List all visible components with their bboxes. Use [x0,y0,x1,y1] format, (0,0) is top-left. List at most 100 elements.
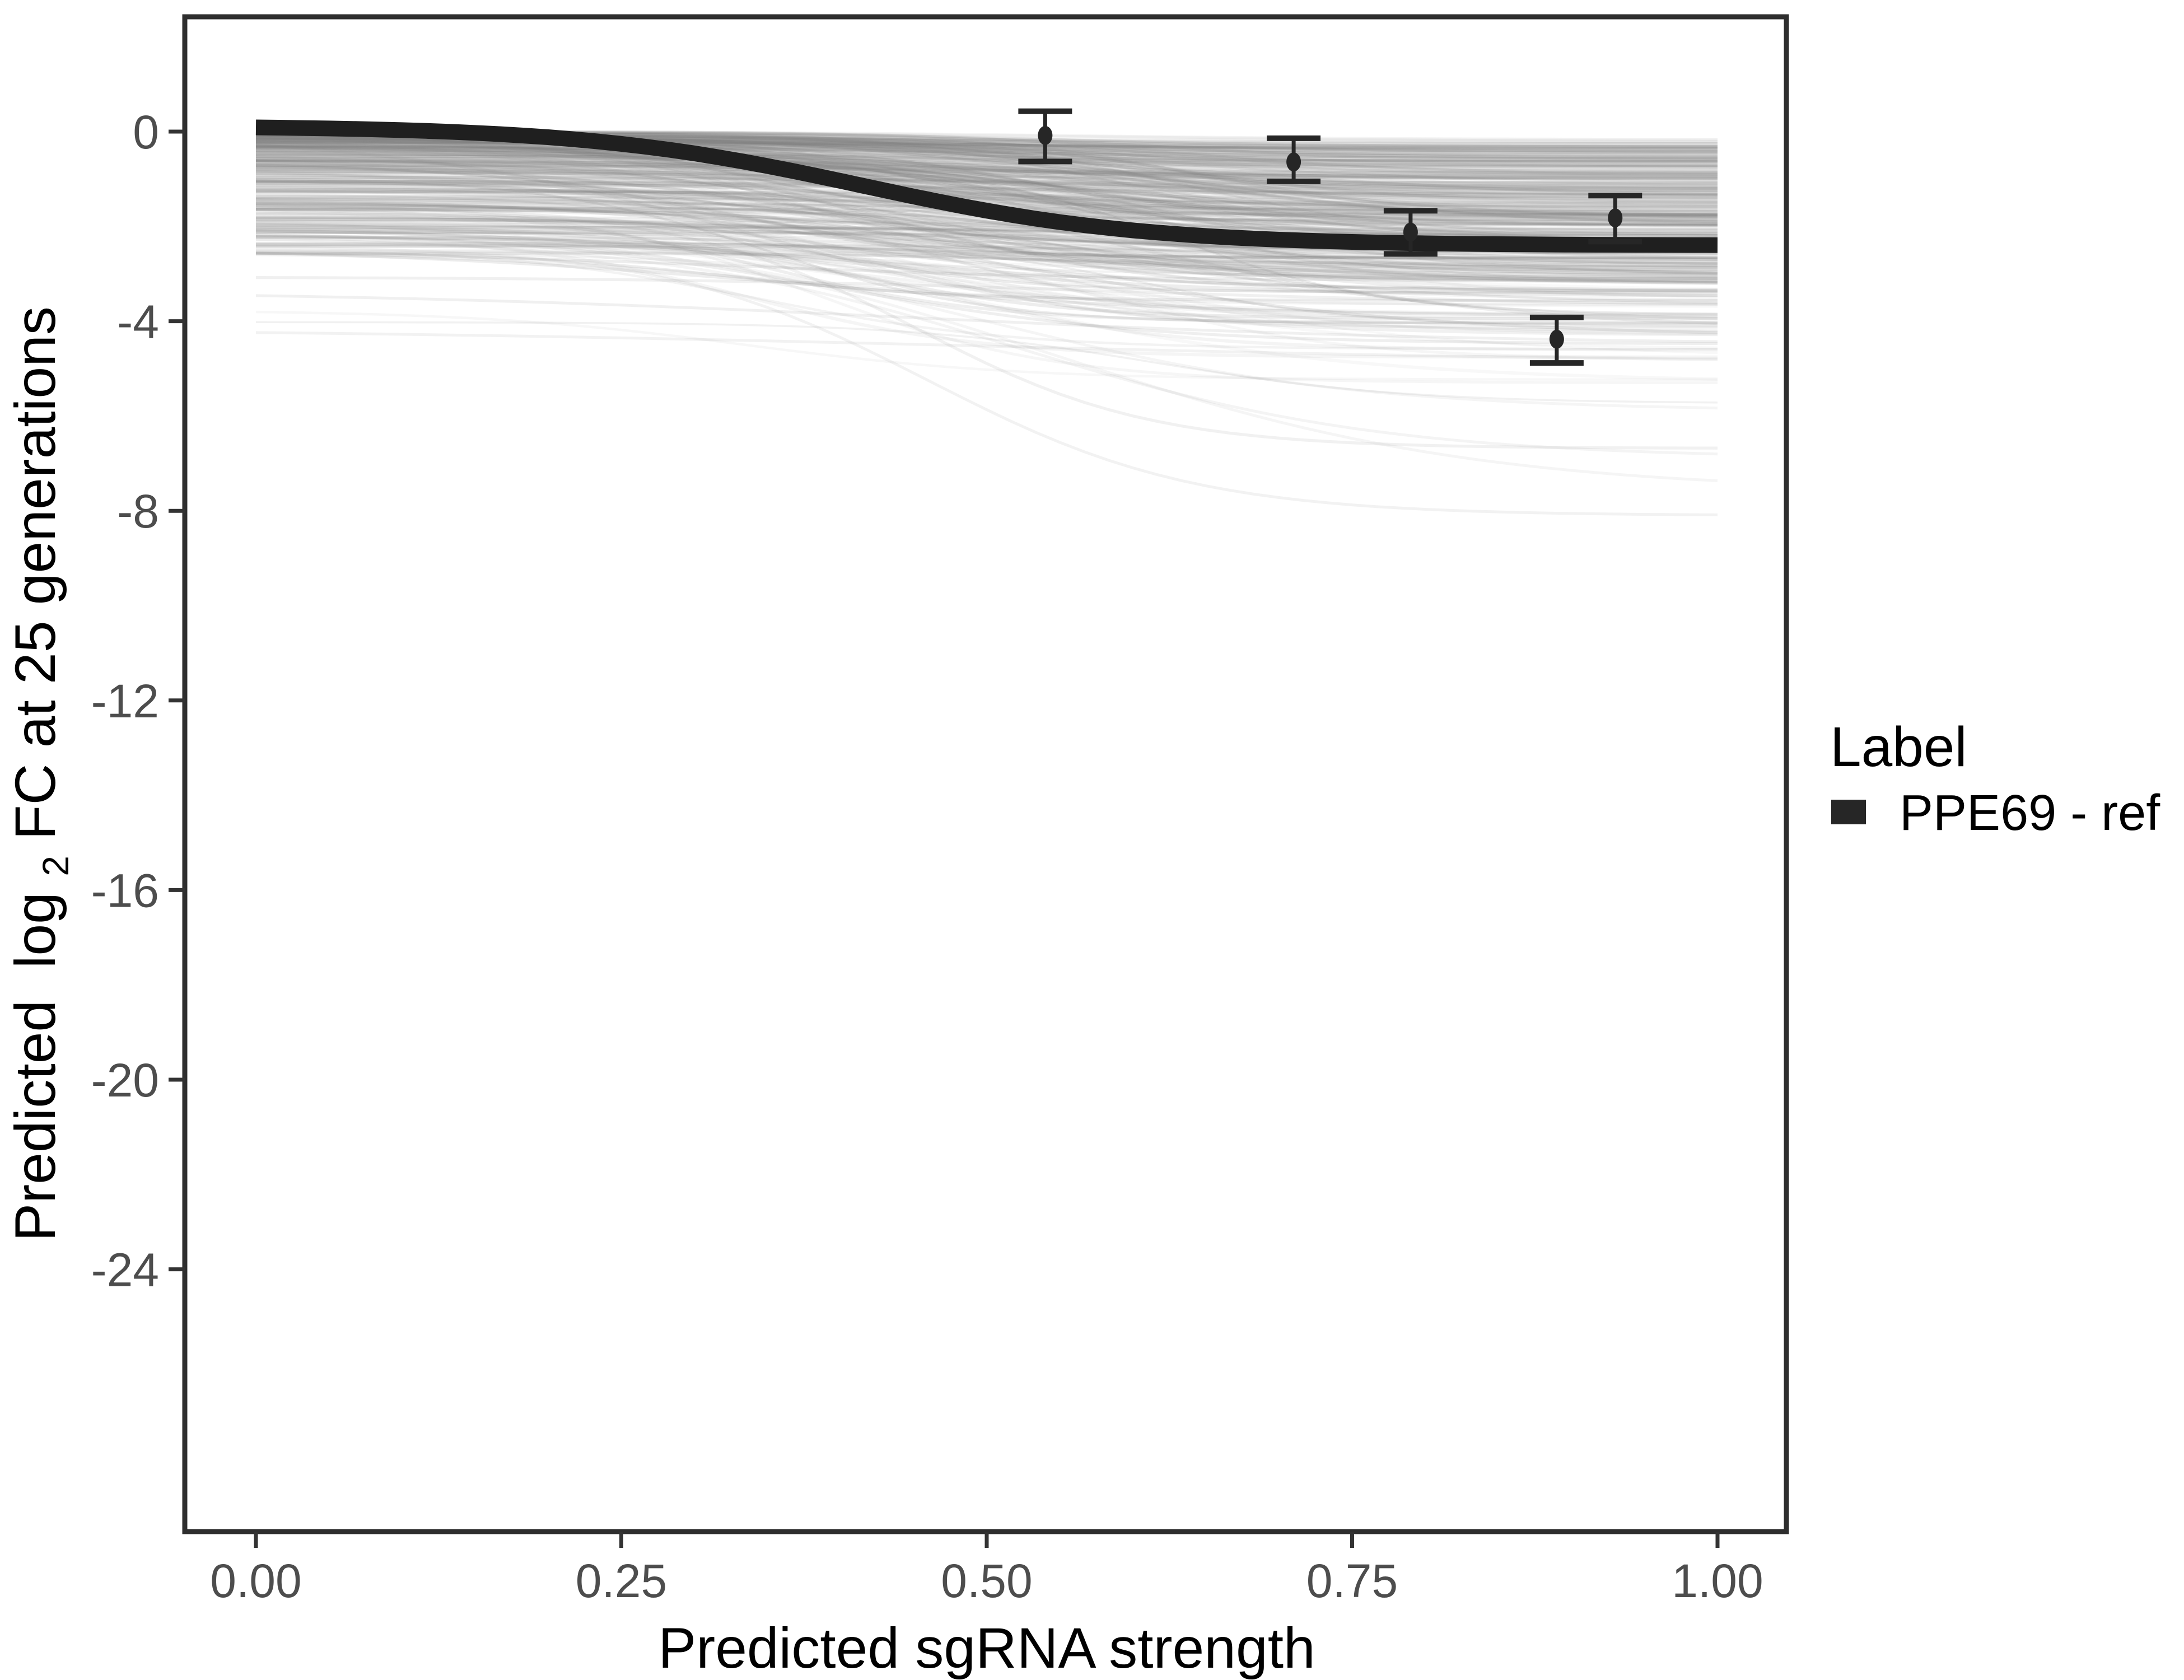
ensemble-curve [255,194,1718,259]
ensemble-curve [256,143,1718,160]
axis-ticks [169,129,1720,1548]
ensemble-curve [255,197,1718,268]
ensemble-curve [255,162,1718,265]
ensemble-curve [255,244,1718,290]
ensemble-curve [255,165,1718,265]
ensemble-curve [256,196,1718,207]
ensemble-curve [255,207,1718,293]
ensemble-curve [255,204,1718,272]
ensemble-curve [255,178,1718,276]
ensemble-curve [255,151,1718,166]
ensemble-curve [255,167,1718,223]
ensemble-curve [256,151,1718,203]
ensemble-curve [255,141,1718,275]
ensemble-curve [255,234,1718,332]
ensemble-curve [255,145,1718,178]
ensemble-curve [256,150,1718,204]
ensemble-curve [256,181,1718,193]
ensemble-curve [255,141,1718,209]
ensemble-curve [256,190,1718,208]
ensemble-curve [256,235,1718,306]
ensemble-curve [255,204,1718,292]
ensemble-curve [256,154,1718,177]
ensemble-curve [255,248,1718,351]
ensemble-curve [255,161,1718,176]
ensemble-curve [255,137,1718,222]
ensemble-curve [255,147,1718,197]
ensemble-outlier-curve [255,203,1718,384]
ensemble-curve [256,152,1718,166]
ensemble-curve [255,179,1718,285]
ensemble-curve [256,175,1718,201]
ensemble-curve [255,245,1718,264]
ensemble-curve [255,139,1718,184]
ensemble-curve [255,321,1718,404]
ensemble-curve [255,199,1718,284]
ensemble-outlier-curve [255,189,1718,349]
ensemble-curve [255,189,1718,237]
ensemble-curve [256,151,1718,165]
ensemble-curve [255,145,1718,225]
ensemble-outlier-curve [255,331,1718,361]
ensemble-curve [255,167,1718,217]
ensemble-curve [255,171,1718,260]
ensemble-curve [256,241,1718,327]
ensemble-curve [255,142,1718,210]
x-tick-label: 0.50 [941,1555,1033,1607]
ensemble-curve [255,160,1718,184]
ensemble-curve [256,146,1718,237]
ensemble-curve [255,236,1718,274]
ensemble-curve [255,253,1718,306]
ensemble-curve [256,155,1718,190]
ensemble-curve [255,181,1718,244]
errorbar-point [1018,108,1072,165]
y-tick-label: -4 [117,296,159,348]
ensemble-curve [255,217,1718,235]
ensemble-curve [255,197,1718,265]
ensemble-curve [256,163,1718,276]
x-axis-title: Predicted sgRNA strength [658,1616,1315,1680]
y-axis-title: Predicted log 2 FC at 25 generations [3,306,81,1242]
ensemble-curve [255,157,1718,219]
ensemble-outlier-curve [255,233,1718,410]
ensemble-curve [256,160,1718,182]
ensemble-curve [255,164,1718,175]
ensemble-curve [256,156,1718,218]
ensemble-curve [255,144,1718,225]
ensemble-curve [255,159,1718,197]
ensemble-curve [255,136,1718,227]
ensemble-curve [255,160,1718,267]
ensemble-curve [256,148,1718,220]
ensemble-curve [255,200,1718,304]
ensemble-outlier-curve [255,237,1718,456]
ensemble-curve [256,150,1718,224]
ensemble-curve [256,142,1718,176]
ensemble-curve [255,167,1718,203]
ensemble-curve [255,208,1718,325]
x-tick-label: 1.00 [1672,1555,1763,1607]
ensemble-curve [255,208,1718,281]
ensemble-curve [255,162,1718,220]
ensemble-curve [255,134,1718,213]
ensemble-curve [255,243,1718,259]
ensemble-curve [255,148,1718,162]
y-axis-title-sub: 2 [35,856,76,876]
ensemble-curve [255,222,1718,295]
ensemble-curve [255,155,1718,272]
ensemble-curve [255,149,1718,188]
ensemble-curve [256,143,1718,153]
ensemble-curve [255,180,1718,255]
ensemble-curve [255,221,1718,316]
ensemble-curve [255,137,1718,218]
ensemble-curve [255,141,1718,162]
ensemble-curve [256,144,1718,179]
ensemble-curve [255,146,1718,282]
ensemble-curve [255,145,1718,193]
ensemble-curve [256,179,1718,214]
ensemble-curve [256,153,1718,169]
data-point-dot [1549,329,1564,349]
ensemble-curve [255,151,1718,172]
ensemble-curve [255,216,1718,269]
ensemble-curve [255,213,1718,273]
ensemble-curve [255,154,1718,190]
